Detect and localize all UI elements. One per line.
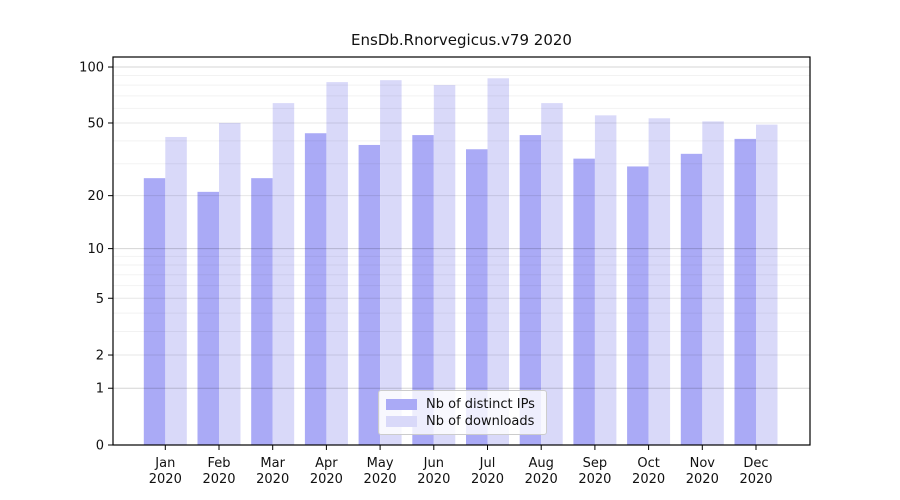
- x-tick-label-year: 2020: [310, 472, 343, 487]
- y-tick-label: 20: [87, 189, 104, 204]
- legend: Nb of distinct IPs Nb of downloads: [378, 390, 547, 435]
- x-tick-label-year: 2020: [632, 472, 665, 487]
- legend-swatch-distinct-ips: [386, 398, 417, 410]
- bar-distinct-ips-may: [358, 144, 381, 446]
- bar-downloads-mar: [272, 103, 295, 446]
- bar-downloads-jun: [433, 85, 456, 446]
- bar-distinct-ips-nov: [680, 153, 703, 445]
- x-tick-label-month: Oct: [637, 456, 659, 471]
- x-tick-label-year: 2020: [202, 472, 235, 487]
- x-tick-label-month: Aug: [529, 456, 554, 471]
- bar-distinct-ips-feb: [197, 191, 219, 445]
- bar-downloads-jul: [487, 78, 509, 445]
- bar-downloads-jan: [165, 136, 187, 446]
- bar-distinct-ips-dec: [734, 138, 756, 445]
- bar-distinct-ips-oct: [627, 166, 649, 445]
- bar-downloads-oct: [648, 118, 671, 445]
- bar-distinct-ips-jun: [412, 135, 434, 445]
- x-tick-label-year: 2020: [149, 472, 182, 487]
- bar-downloads-nov: [702, 121, 724, 446]
- x-tick-label-month: Nov: [690, 456, 716, 471]
- x-tick-label-month: Jan: [154, 456, 175, 471]
- legend-label-downloads: Nb of downloads: [426, 413, 535, 429]
- bar-downloads-apr: [326, 82, 348, 446]
- bar-downloads-may: [380, 80, 402, 445]
- y-tick-label: 10: [87, 242, 104, 257]
- bar-downloads-feb: [219, 122, 241, 445]
- bar-distinct-ips-mar: [251, 178, 273, 445]
- legend-label-distinct-ips: Nb of distinct IPs: [426, 396, 535, 412]
- bar-distinct-ips-aug: [519, 135, 542, 445]
- y-tick-label: 50: [87, 116, 104, 131]
- x-tick-label-year: 2020: [417, 472, 450, 487]
- x-tick-label-month: Sep: [583, 456, 608, 471]
- x-tick-label-year: 2020: [739, 472, 772, 487]
- x-tick-label-year: 2020: [364, 472, 397, 487]
- bar-downloads-sep: [594, 115, 617, 445]
- y-tick-label: 1: [96, 382, 104, 397]
- legend-swatch-downloads: [386, 415, 417, 427]
- x-tick-label-year: 2020: [525, 472, 558, 487]
- legend-item-downloads: Nb of downloads: [386, 415, 546, 428]
- bar-distinct-ips-sep: [573, 158, 595, 445]
- bar-downloads-dec: [756, 124, 778, 445]
- x-tick-label-month: Jul: [479, 456, 496, 471]
- x-tick-label-month: Dec: [743, 456, 768, 471]
- plot-frame: [112, 56, 811, 446]
- x-tick-label-year: 2020: [578, 472, 611, 487]
- y-tick-label: 2: [96, 349, 104, 364]
- legend-item-distinct-ips: Nb of distinct IPs: [386, 398, 546, 411]
- y-tick-label: 100: [79, 61, 104, 76]
- bar-distinct-ips-apr: [304, 133, 327, 445]
- chart-title: EnsDb.Rnorvegicus.v79 2020: [351, 31, 572, 49]
- y-tick-label: 0: [96, 439, 104, 454]
- bar-distinct-ips-jan: [143, 178, 166, 445]
- x-tick-label-year: 2020: [686, 472, 719, 487]
- bar-downloads-aug: [541, 103, 563, 446]
- x-tick-label-month: May: [367, 456, 394, 471]
- x-tick-label-month: Mar: [260, 456, 285, 471]
- y-tick-label: 5: [96, 292, 104, 307]
- x-tick-label-year: 2020: [256, 472, 289, 487]
- x-tick-label-month: Jun: [423, 456, 444, 471]
- x-tick-label-month: Feb: [207, 456, 230, 471]
- bar-distinct-ips-jul: [466, 149, 488, 446]
- x-tick-label-year: 2020: [471, 472, 504, 487]
- x-tick-label-month: Apr: [315, 456, 338, 471]
